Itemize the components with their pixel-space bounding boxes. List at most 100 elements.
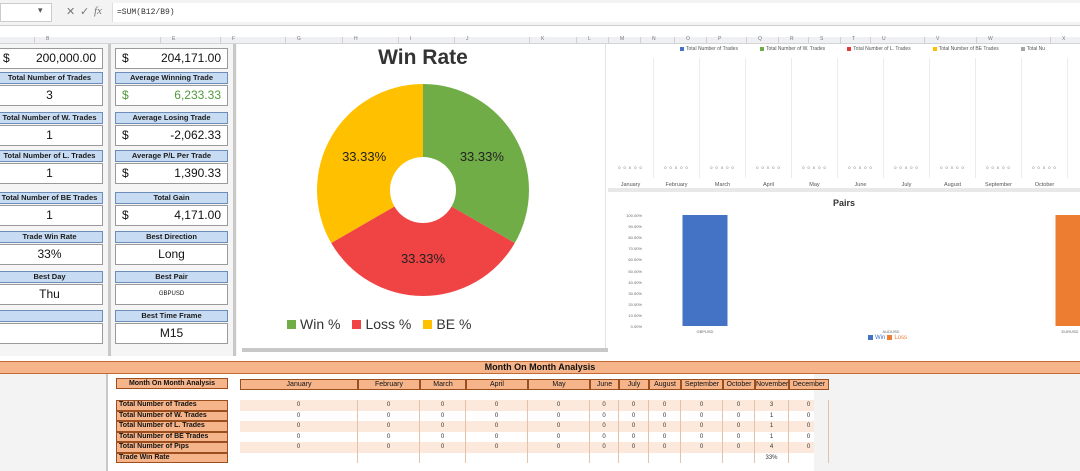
table-cell[interactable] xyxy=(590,452,619,463)
pairs-chart[interactable]: Pairs 100.00% 90.00% 80.00% 70.00% 60.00% 50.… xyxy=(608,192,1080,348)
table-cell[interactable]: 0 xyxy=(420,400,466,411)
table-cell[interactable]: 0 xyxy=(619,400,649,411)
row-label[interactable]: Total Number of L. Trades xyxy=(116,421,228,432)
table-cell[interactable]: 0 xyxy=(240,431,358,442)
column-header[interactable]: N xyxy=(652,36,656,42)
table-cell[interactable]: 0 xyxy=(358,431,420,442)
table-cell[interactable]: 0 xyxy=(649,400,681,411)
table-cell[interactable]: 1 xyxy=(755,421,789,432)
table-cell[interactable]: 1 xyxy=(755,431,789,442)
table-cell[interactable]: 0 xyxy=(649,442,681,453)
row-label[interactable]: Total Number of BE Trades xyxy=(116,431,228,442)
table-cell[interactable]: 0 xyxy=(789,410,829,421)
table-cell[interactable] xyxy=(528,452,590,463)
table-cell[interactable]: 1 xyxy=(755,410,789,421)
row-label[interactable]: Total Number of Trades xyxy=(116,400,228,411)
table-cell[interactable]: 0 xyxy=(649,421,681,432)
cancel-icon[interactable]: ✕ xyxy=(66,6,76,18)
table-cell[interactable]: 0 xyxy=(590,431,619,442)
table-cell[interactable] xyxy=(681,452,723,463)
table-cell[interactable]: 0 xyxy=(723,421,755,432)
table-cell[interactable]: 0 xyxy=(649,431,681,442)
stat-value[interactable]: 1 xyxy=(0,125,103,146)
month-header[interactable]: September xyxy=(681,379,723,390)
pie-slice[interactable] xyxy=(317,84,423,243)
table-cell[interactable]: 0 xyxy=(466,421,528,432)
table-cell[interactable]: 0 xyxy=(590,410,619,421)
monthly-trades-chart[interactable]: Total Number of Trades Total Number of W.… xyxy=(608,44,1080,188)
table-cell[interactable]: 0 xyxy=(528,442,590,453)
month-header[interactable]: November xyxy=(755,379,789,390)
column-header[interactable]: S xyxy=(820,36,824,42)
month-header[interactable]: March xyxy=(420,379,466,390)
table-cell[interactable]: 0 xyxy=(528,400,590,411)
table-cell[interactable]: 0 xyxy=(789,431,829,442)
stat-value[interactable]: $1,390.33 xyxy=(115,163,228,184)
row-label[interactable]: Total Number of W. Trades xyxy=(116,410,228,421)
table-cell[interactable]: 0 xyxy=(420,421,466,432)
table-cell[interactable] xyxy=(240,452,358,463)
table-cell[interactable]: 0 xyxy=(358,400,420,411)
table-cell[interactable]: 0 xyxy=(723,410,755,421)
table-cell[interactable]: 0 xyxy=(358,410,420,421)
stat-value[interactable]: $204,171.00 xyxy=(115,48,228,69)
column-header[interactable]: L xyxy=(588,36,591,42)
row-label[interactable]: Trade Win Rate xyxy=(116,452,228,463)
month-header[interactable]: April xyxy=(466,379,528,390)
table-cell[interactable]: 0 xyxy=(619,431,649,442)
table-cell[interactable] xyxy=(420,452,466,463)
chevron-down-icon[interactable]: ▾ xyxy=(38,5,43,15)
column-header[interactable]: U xyxy=(882,36,886,42)
stat-value[interactable]: 1 xyxy=(0,163,103,184)
table-cell[interactable]: 3 xyxy=(755,400,789,411)
table-cell[interactable]: 0 xyxy=(723,431,755,442)
row-label[interactable]: Total Number of Pips xyxy=(116,442,228,453)
table-cell[interactable]: 0 xyxy=(358,421,420,432)
column-header[interactable]: T xyxy=(852,36,856,42)
stat-value[interactable]: 1 xyxy=(0,205,103,226)
table-cell[interactable] xyxy=(649,452,681,463)
column-header[interactable]: R xyxy=(790,36,794,42)
month-header[interactable]: January xyxy=(240,379,358,390)
table-cell[interactable]: 0 xyxy=(528,410,590,421)
column-header[interactable]: K xyxy=(541,36,545,42)
table-cell[interactable]: 0 xyxy=(681,400,723,411)
table-cell[interactable]: 0 xyxy=(240,400,358,411)
stat-value[interactable]: $6,233.33 xyxy=(115,85,228,106)
table-cell[interactable]: 0 xyxy=(681,431,723,442)
pie-slice[interactable] xyxy=(331,206,515,297)
table-cell[interactable]: 0 xyxy=(590,400,619,411)
column-header[interactable]: E xyxy=(172,36,176,42)
table-cell[interactable]: 0 xyxy=(240,442,358,453)
table-cell[interactable]: 0 xyxy=(681,442,723,453)
table-cell[interactable]: 0 xyxy=(723,400,755,411)
column-header[interactable]: M xyxy=(620,36,625,42)
table-cell[interactable]: 0 xyxy=(466,410,528,421)
function-icon[interactable]: fx xyxy=(94,5,102,17)
column-header[interactable]: J xyxy=(466,36,469,42)
month-header[interactable]: August xyxy=(649,379,681,390)
month-header[interactable]: December xyxy=(789,379,829,390)
table-cell[interactable] xyxy=(723,452,755,463)
column-header[interactable]: B xyxy=(46,36,50,42)
column-header[interactable]: P xyxy=(718,36,722,42)
table-cell[interactable]: 0 xyxy=(590,442,619,453)
table-cell[interactable]: 0 xyxy=(466,400,528,411)
table-cell[interactable]: 0 xyxy=(649,410,681,421)
column-header[interactable]: F xyxy=(232,36,236,42)
table-cell[interactable]: 0 xyxy=(590,421,619,432)
table-cell[interactable] xyxy=(466,452,528,463)
formula-input[interactable]: =SUM(B12/B9) xyxy=(112,3,1080,22)
column-header[interactable]: X xyxy=(1062,36,1066,42)
table-cell[interactable]: 0 xyxy=(619,410,649,421)
stat-value[interactable]: Thu xyxy=(0,284,103,305)
bar[interactable] xyxy=(682,215,728,326)
stat-value[interactable] xyxy=(0,323,103,344)
stat-value[interactable]: Long xyxy=(115,244,228,265)
month-header[interactable]: June xyxy=(590,379,619,390)
table-cell[interactable]: 0 xyxy=(789,442,829,453)
stat-value[interactable]: 3 xyxy=(0,85,103,106)
table-cell[interactable]: 0 xyxy=(619,421,649,432)
win-rate-chart[interactable]: Win Rate 33.33% 33.33% 33.33% Win % Loss % B… xyxy=(240,44,606,349)
bar[interactable] xyxy=(1055,215,1080,326)
